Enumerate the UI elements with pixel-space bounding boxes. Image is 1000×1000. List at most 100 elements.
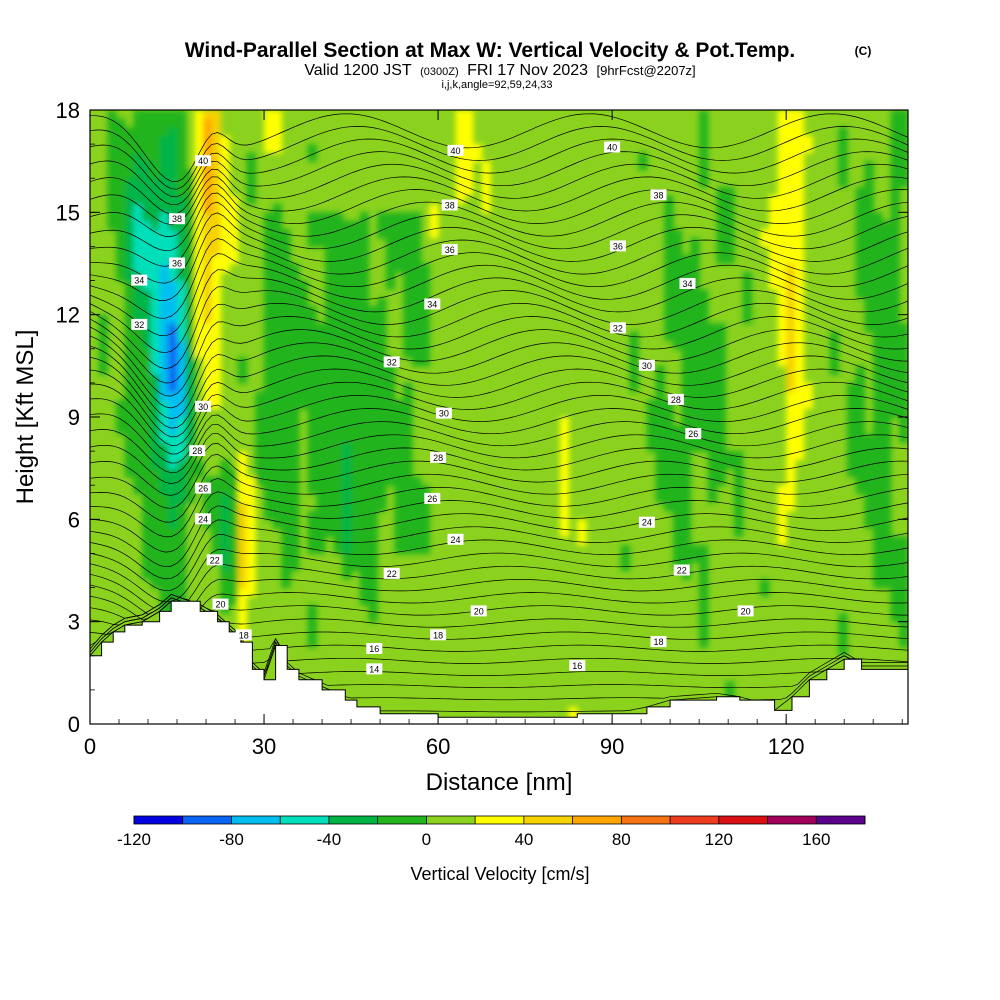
heatmap-cell <box>681 391 691 401</box>
heatmap-cell <box>325 425 335 435</box>
isentrope-line <box>90 212 908 284</box>
heatmap-cell <box>177 553 187 563</box>
heatmap-cell <box>359 579 370 589</box>
heatmap-cell <box>116 203 126 213</box>
heatmap-cell <box>133 220 143 230</box>
heatmap-cell <box>316 323 326 333</box>
heatmap-cell <box>168 118 178 128</box>
heatmap-cell <box>124 178 135 188</box>
heatmap-cell <box>150 348 161 358</box>
heatmap-cell <box>159 519 169 529</box>
heatmap-cell <box>159 374 169 384</box>
colorbar-tick-label: 160 <box>802 830 830 849</box>
heatmap-cell <box>412 519 422 529</box>
heatmap-cell <box>203 118 213 128</box>
heatmap-cell <box>725 237 735 247</box>
colorbar-swatch <box>280 816 329 824</box>
heatmap-cell <box>864 468 874 478</box>
heatmap-cell <box>664 280 674 290</box>
heatmap-cell <box>359 587 370 597</box>
heatmap-cell <box>777 323 787 333</box>
heatmap-cell <box>899 630 908 640</box>
heatmap-cell <box>881 237 892 247</box>
heatmap-cell <box>159 237 169 247</box>
heatmap-cell <box>159 476 169 486</box>
heatmap-cell <box>116 220 126 230</box>
heatmap-cell <box>890 297 900 307</box>
heatmap-cell <box>307 468 317 478</box>
heatmap-cell <box>412 255 422 265</box>
heatmap-cell <box>281 365 291 375</box>
heatmap-cell <box>185 468 195 478</box>
heatmap-cell <box>159 280 169 290</box>
isentrope-label-text: 20 <box>741 606 751 616</box>
isentrope-line <box>90 269 908 354</box>
heatmap-cell <box>229 579 239 589</box>
heatmap-cell <box>673 263 683 273</box>
heatmap-cell <box>281 417 291 427</box>
heatmap-cell <box>116 144 126 154</box>
heatmap-cell <box>168 161 178 171</box>
heatmap-cell <box>394 220 404 230</box>
subtitle-forecast-info: [9hrFcst@2207z] <box>596 63 695 78</box>
heatmap-cell <box>786 425 796 435</box>
y-tick-label: 9 <box>68 405 80 430</box>
heatmap-cell <box>655 485 665 495</box>
heatmap-cell <box>185 229 195 239</box>
heatmap-cell <box>412 229 422 239</box>
heatmap-cell <box>655 382 665 392</box>
heatmap-cell <box>864 237 874 247</box>
heatmap-cell <box>203 357 213 367</box>
heatmap-cell <box>899 161 908 171</box>
heatmap-cell <box>794 178 805 188</box>
heatmap-cell <box>237 536 248 546</box>
heatmap-cell <box>133 365 143 375</box>
subtitle-utc-time: (0300Z) <box>420 66 459 78</box>
heatmap-cell <box>899 596 908 606</box>
heatmap-cell <box>455 110 465 120</box>
heatmap-cell <box>681 553 691 563</box>
heatmap-cell <box>124 135 135 145</box>
heatmap-cell <box>185 357 195 367</box>
heatmap-cell <box>351 502 361 512</box>
heatmap-cell <box>890 562 900 572</box>
heatmap-cell <box>873 374 883 384</box>
heatmap-cell <box>359 476 370 486</box>
heatmap-cell <box>855 255 866 265</box>
heatmap-cell <box>107 118 117 128</box>
heatmap-cell <box>290 348 300 358</box>
isentrope-label: 18 <box>235 629 252 641</box>
heatmap-cell <box>368 408 378 418</box>
heatmap-cell <box>699 630 709 640</box>
isentrope-line <box>90 286 908 369</box>
heatmap-cell <box>655 408 665 418</box>
heatmap-cell <box>786 459 796 469</box>
heatmap-cell <box>194 237 204 247</box>
heatmap-cell <box>168 493 178 503</box>
heatmap-cell <box>307 348 317 358</box>
heatmap-cell <box>681 417 691 427</box>
heatmap-cell <box>403 220 413 230</box>
heatmap-cell <box>864 323 874 333</box>
x-tick-label: 0 <box>84 734 96 759</box>
heatmap-cell <box>403 442 413 452</box>
heatmap-cell <box>246 152 256 162</box>
heatmap-cell <box>864 510 874 520</box>
heatmap-cell <box>847 399 857 409</box>
heatmap-cell <box>377 442 387 452</box>
heatmap-cell <box>655 442 665 452</box>
heatmap-cell <box>864 306 874 316</box>
heatmap-cell <box>150 493 161 503</box>
heatmap-cell <box>881 425 892 435</box>
y-tick-label: 6 <box>68 507 80 532</box>
heatmap-cell <box>316 220 326 230</box>
heatmap-cell <box>264 127 274 137</box>
heatmap-cell <box>664 289 674 299</box>
heatmap-cell <box>368 502 378 512</box>
heatmap-cell <box>150 255 161 265</box>
heatmap-cell <box>368 570 378 580</box>
heatmap-cell <box>124 186 135 196</box>
isentrope-label-text: 22 <box>210 555 220 565</box>
heatmap-cell <box>203 391 213 401</box>
heatmap-cell <box>394 417 404 427</box>
